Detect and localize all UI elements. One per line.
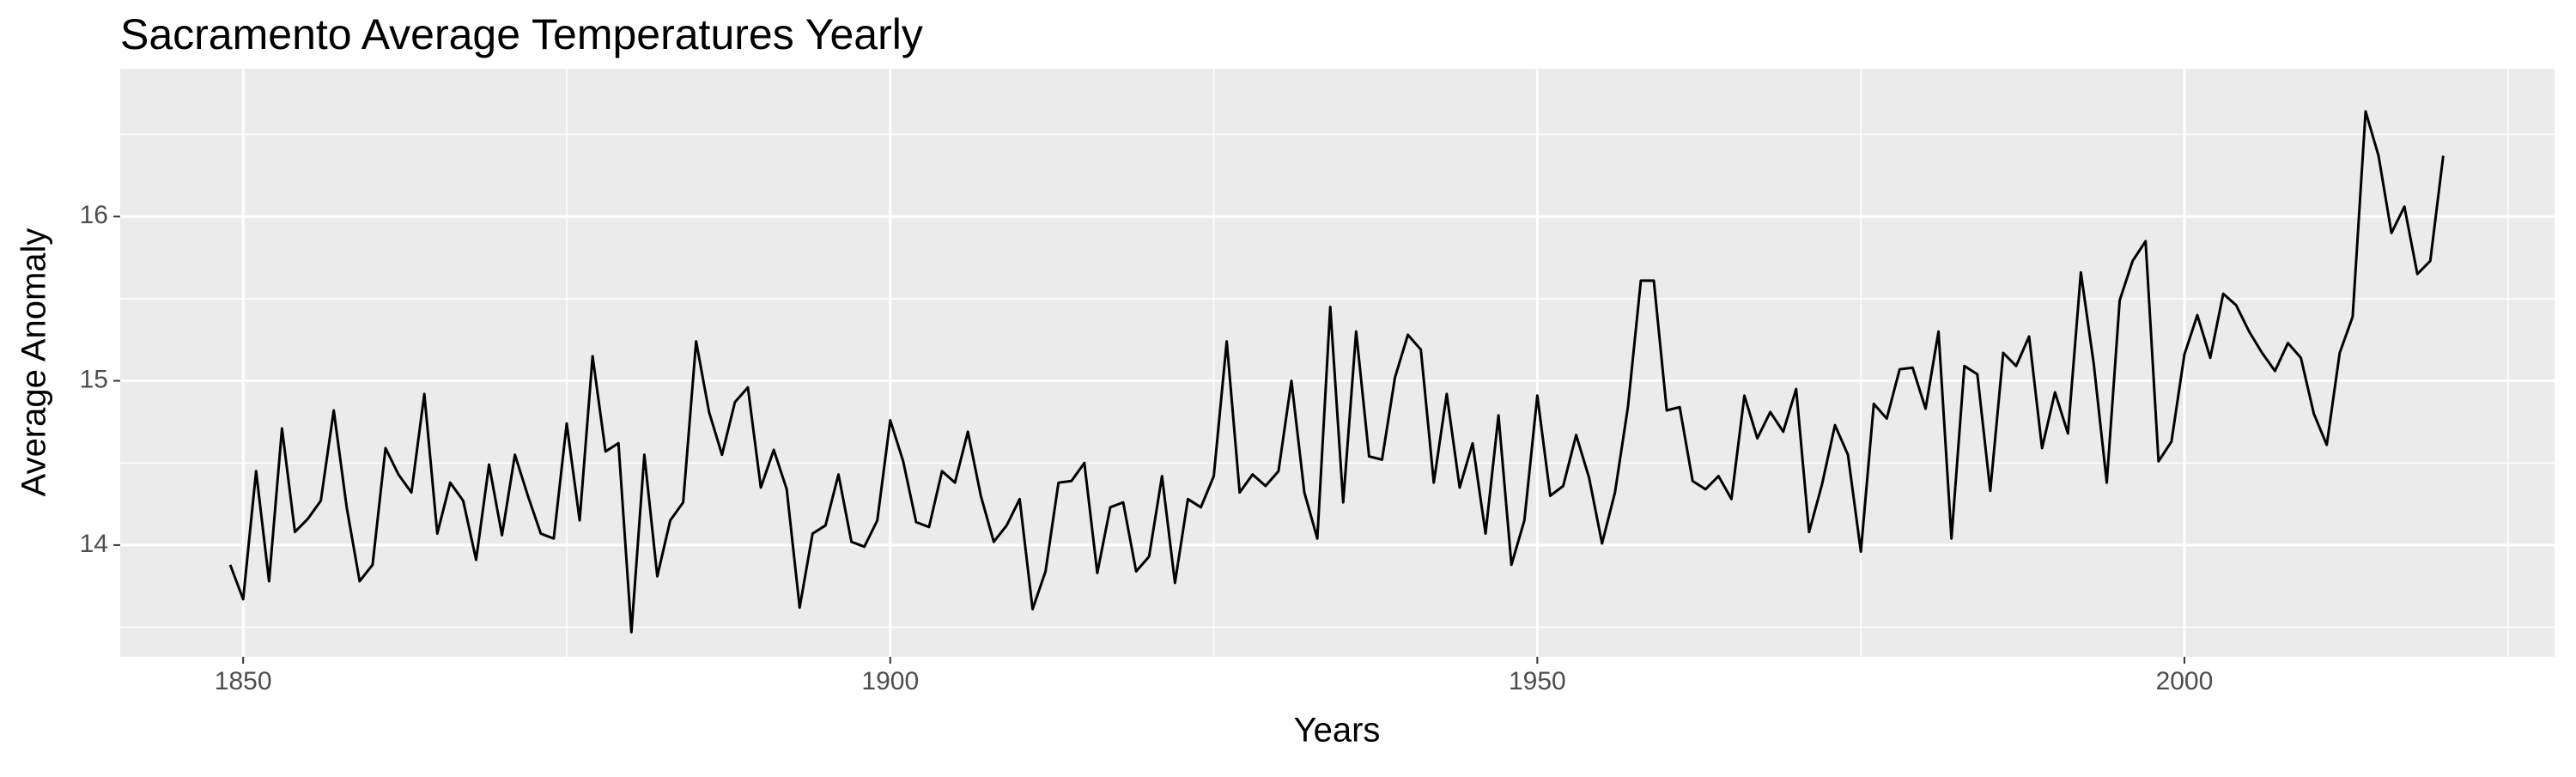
x-tick-label: 1900: [861, 667, 919, 695]
x-tick-label: 2000: [2156, 667, 2214, 695]
y-tick-label: 15: [80, 365, 108, 393]
line: [228, 110, 2445, 634]
y-axis-title: Average Anomaly: [15, 228, 53, 497]
x-axis-title: Years: [1294, 712, 1381, 750]
x-tick-label: 1950: [1509, 667, 1566, 695]
y-tick-label: 16: [80, 201, 108, 229]
x-tick-label: 1850: [215, 667, 272, 695]
panel: [120, 69, 2555, 657]
y-tick-label: 14: [80, 530, 108, 558]
chart-title: Sacramento Average Temperatures Yearly: [120, 10, 923, 58]
